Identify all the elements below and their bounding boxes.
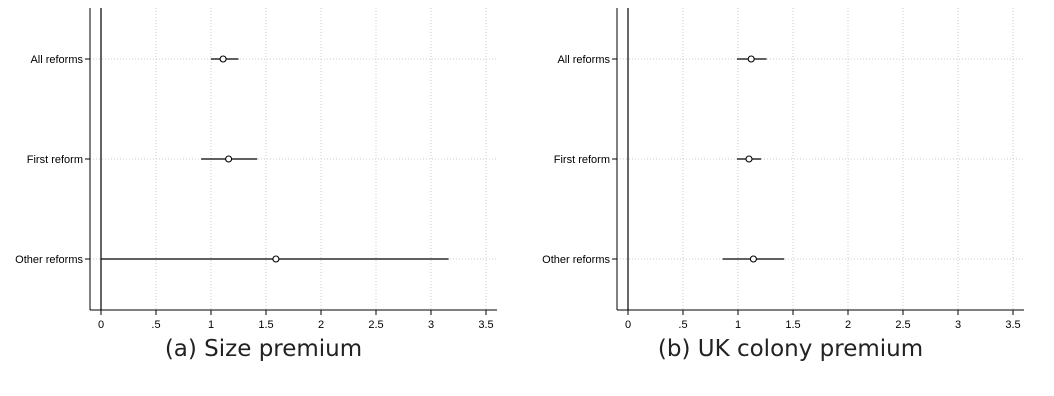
y-category-label: First reform	[27, 154, 83, 166]
x-tick-label: 0	[98, 319, 104, 330]
x-tick-label: 2	[318, 319, 324, 330]
x-tick-label: 3	[428, 319, 434, 330]
point-estimate-1	[219, 55, 227, 63]
y-category-label: Other reforms	[542, 254, 610, 266]
chart-panel-size-premium: 0 .5 1 1.5 2 2.5 3 3.5 All reforms First reform Ot…	[15, 8, 497, 362]
x-tick-label: 1.5	[258, 319, 273, 330]
y-category-label: First reform	[554, 154, 610, 166]
x-tick-label: 1	[208, 319, 214, 330]
x-tick-label: 2.5	[895, 319, 910, 330]
x-tick-label: 1	[735, 319, 741, 330]
x-tick-label: 3.5	[478, 319, 493, 330]
y-category-label: Other reforms	[15, 254, 83, 266]
point-estimate-1	[747, 55, 755, 63]
x-tick-label: 3	[955, 319, 961, 330]
panel-caption: (b) UK colony premium	[657, 336, 924, 362]
x-tick-label: 1.5	[785, 319, 800, 330]
x-tick-label: 0	[625, 319, 631, 330]
point-estimate-3	[749, 255, 757, 263]
y-category-label: All reforms	[30, 54, 83, 66]
coef-plot-uk-colony-premium: 0 .5 1 1.5 2 2.5 3 3.5 All reforms First reform Ot…	[542, 8, 1024, 330]
point-estimate-2	[225, 155, 233, 163]
y-category-label: All reforms	[557, 54, 610, 66]
x-tick-label: 2.5	[368, 319, 383, 330]
x-tick-label: .5	[151, 319, 160, 330]
point-estimate-2	[745, 155, 753, 163]
coef-plot-size-premium: 0 .5 1 1.5 2 2.5 3 3.5 All reforms First reform Ot…	[15, 8, 497, 330]
x-tick-label: 2	[845, 319, 851, 330]
x-tick-label: 3.5	[1005, 319, 1020, 330]
x-tick-label: .5	[678, 319, 687, 330]
panel-caption: (a) Size premium	[164, 336, 363, 362]
chart-panel-uk-colony-premium: 0 .5 1 1.5 2 2.5 3 3.5 All reforms First reform Ot…	[527, 0, 1054, 396]
point-estimate-3	[272, 255, 280, 263]
